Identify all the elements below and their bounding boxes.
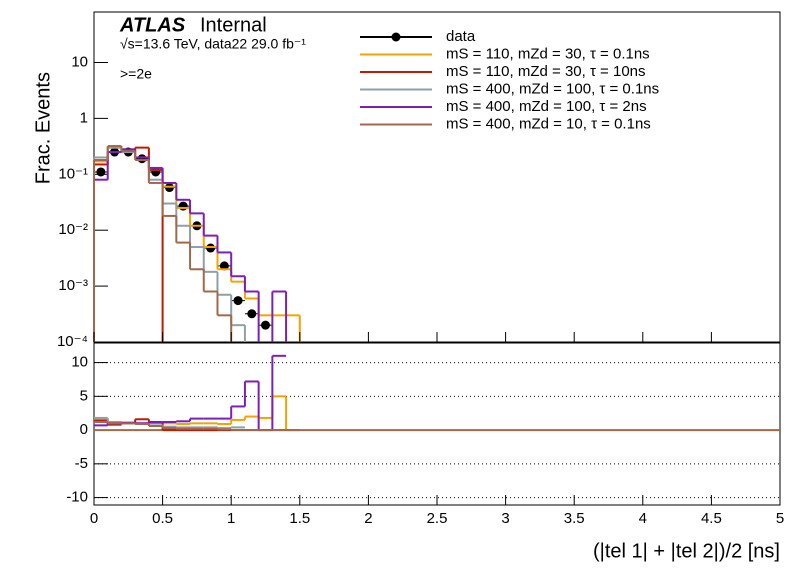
y-tick-label: 0 xyxy=(80,421,88,438)
data-point xyxy=(137,154,147,164)
x-tick-label: 5 xyxy=(776,510,784,527)
x-tick-label: 1.5 xyxy=(289,510,310,527)
y-tick-label: 10⁻¹ xyxy=(58,165,88,182)
legend-label: mS = 110, mZd = 30, τ = 10ns xyxy=(446,63,646,80)
upper-frame xyxy=(93,11,781,343)
x-tick-label: 3.5 xyxy=(564,510,585,527)
data-point xyxy=(247,309,257,319)
y-tick-label: 10⁻³ xyxy=(58,277,88,294)
y-tick-label: 10⁻⁴ xyxy=(57,333,88,350)
legend-label: mS = 110, mZd = 30, τ = 0.1ns xyxy=(446,45,650,62)
data-point xyxy=(261,320,270,330)
selection-label: >=2e xyxy=(120,66,152,82)
legend-marker xyxy=(391,32,401,42)
data-point xyxy=(96,167,106,177)
legend-label: mS = 400, mZd = 100, τ = 2ns xyxy=(446,98,647,115)
y-tick-label: 10 xyxy=(71,53,88,70)
y-tick-label: 10⁻² xyxy=(58,221,88,238)
energy-label: √s=13.6 TeV, data22 29.0 fb⁻¹ xyxy=(120,36,306,52)
x-tick-label: 0 xyxy=(90,510,98,527)
y-axis-label: Frac. Events xyxy=(32,72,54,184)
x-tick-label: 4 xyxy=(639,510,647,527)
y-tick-label: 5 xyxy=(80,387,88,404)
y-tick-label: -5 xyxy=(75,455,88,472)
legend-label: mS = 400, mZd = 100, τ = 0.1ns xyxy=(446,80,659,97)
x-tick-label: 3 xyxy=(501,510,509,527)
internal-label: Internal xyxy=(200,14,267,36)
y-tick-label: -10 xyxy=(66,489,88,506)
x-tick-label: 1 xyxy=(227,510,235,527)
x-tick-label: 2.5 xyxy=(427,510,448,527)
x-tick-label: 4.5 xyxy=(701,510,722,527)
data-point xyxy=(178,201,188,211)
atlas-label: ATLAS xyxy=(119,14,186,36)
x-axis-label: (|tel 1| + |tel 2|)/2 [ns] xyxy=(593,540,780,562)
y-tick-label: 1 xyxy=(80,109,88,126)
y-tick-label: 10 xyxy=(71,354,88,371)
x-tick-label: 2 xyxy=(364,510,372,527)
x-tick-label: 0.5 xyxy=(152,510,173,527)
legend-label: data xyxy=(446,28,476,45)
data-point xyxy=(233,296,243,306)
legend-label: mS = 400, mZd = 10, τ = 0.1ns xyxy=(446,115,651,132)
data-point xyxy=(219,261,229,271)
